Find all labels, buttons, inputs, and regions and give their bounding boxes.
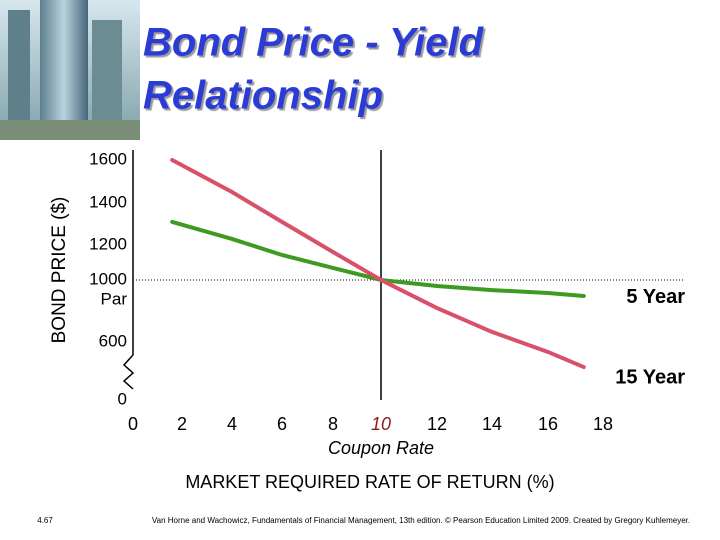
y-tick-label: 1600: [89, 149, 127, 168]
header-image: [0, 0, 140, 140]
slide-title: Bond Price - Yield: [143, 21, 485, 65]
x-tick-label: 10: [371, 414, 391, 434]
series-label: 15 Year: [615, 366, 685, 388]
y-tick-label: 600: [99, 331, 127, 350]
y-tick-label: 1200: [89, 234, 127, 253]
series-label: 5 Year: [626, 286, 685, 308]
annotation: Coupon Rate: [328, 438, 434, 458]
x-tick-label: 0: [128, 414, 138, 434]
x-tick-label: 18: [593, 414, 613, 434]
x-tick-label: 2: [177, 414, 187, 434]
y-axis-label: BOND PRICE ($): [49, 197, 70, 344]
series-line: [170, 219, 586, 298]
slide-title: Relationship: [143, 74, 383, 118]
y-tick-label: 0: [118, 389, 127, 408]
y-axis: [122, 150, 135, 390]
par-label: Par: [101, 289, 128, 308]
x-axis-label: MARKET REQUIRED RATE OF RETURN (%): [185, 472, 554, 492]
x-tick-label: 6: [277, 414, 287, 434]
x-tick-label: 16: [538, 414, 558, 434]
citation: Van Horne and Wachowicz, Fundamentals of…: [152, 516, 690, 525]
x-tick-label: 12: [427, 414, 447, 434]
x-tick-label: 4: [227, 414, 237, 434]
series-line: [170, 158, 586, 370]
y-tick-label: 1400: [89, 192, 127, 211]
y-tick-label: 1000: [89, 269, 127, 288]
x-tick-label: 14: [482, 414, 502, 434]
x-tick-label: 8: [328, 414, 338, 434]
slide-number: 4.67: [37, 516, 53, 525]
